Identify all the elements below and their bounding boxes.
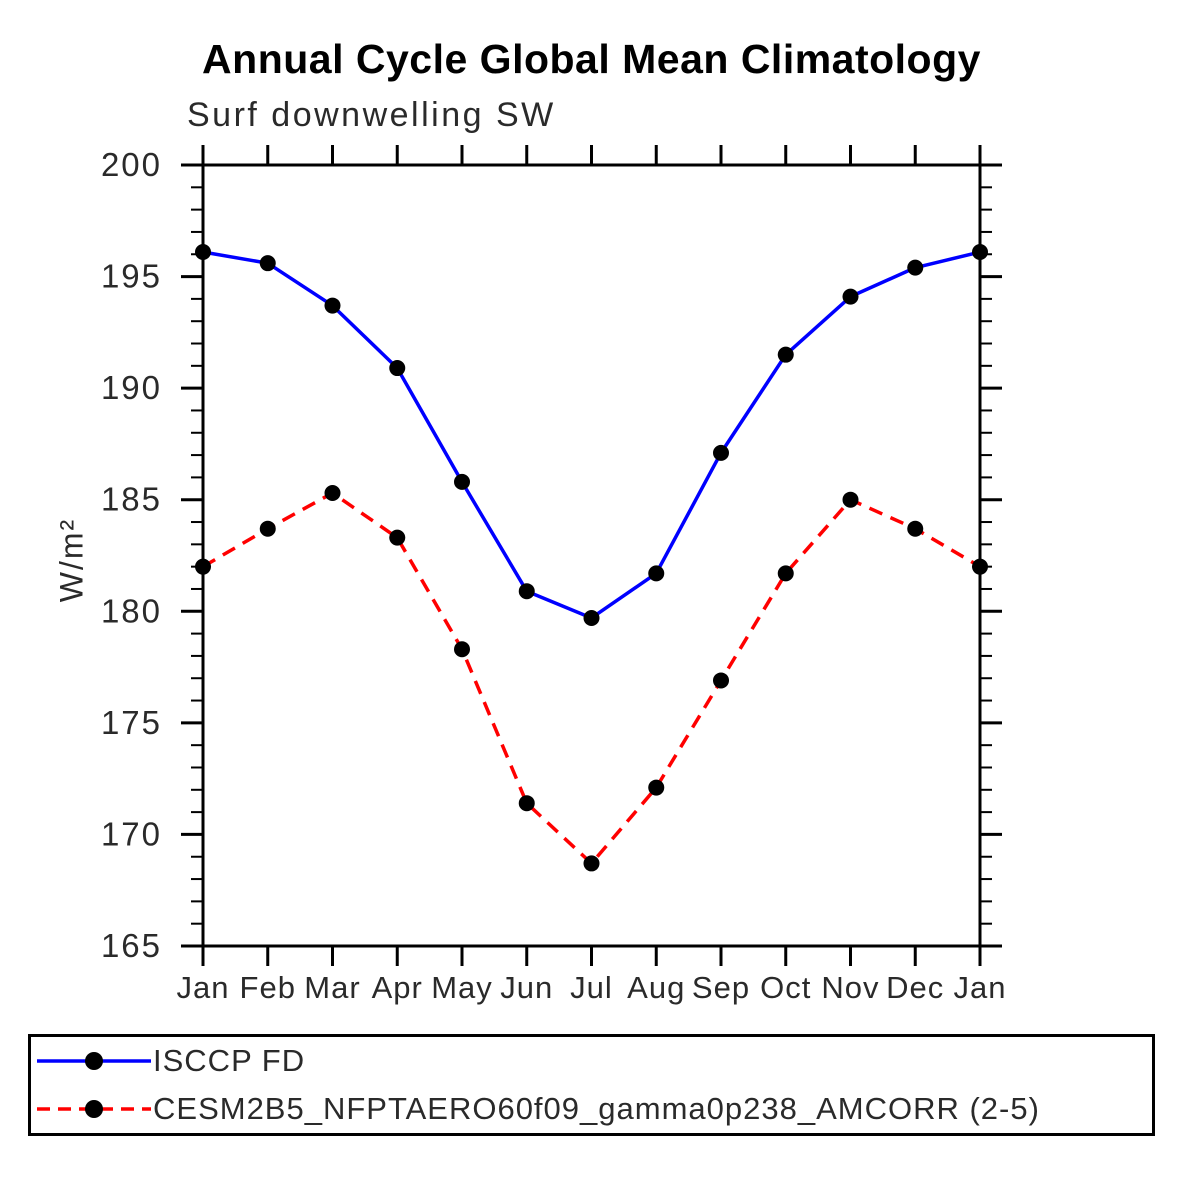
data-point-marker — [972, 558, 988, 575]
data-point-marker — [259, 255, 276, 272]
y-tick-label: 175 — [101, 704, 162, 741]
y-tick-label: 190 — [101, 369, 162, 406]
y-tick-label: 170 — [101, 815, 162, 852]
x-tick-label: Dec — [886, 970, 944, 1005]
data-point-marker — [454, 473, 470, 490]
x-tick-label: Sep — [692, 970, 750, 1005]
data-point-marker — [259, 520, 276, 537]
legend-item: ISCCP FD — [31, 1038, 1152, 1084]
y-tick-label: 195 — [101, 258, 162, 295]
data-point-marker — [907, 259, 924, 276]
data-point-marker — [777, 565, 794, 582]
data-point-marker — [842, 288, 859, 305]
x-tick-label: Oct — [760, 970, 811, 1005]
legend-label: CESM2B5_NFPTAERO60f09_gamma0p238_AMCORR … — [153, 1090, 1040, 1126]
series-line — [202, 491, 981, 866]
data-point-marker — [907, 520, 924, 537]
data-point-marker — [777, 346, 794, 363]
y-tick-label: 200 — [101, 146, 162, 183]
legend: ISCCP FD CESM2B5_NFPTAERO60f09_gamma0p238… — [28, 1034, 1155, 1136]
x-tick-label: Apr — [372, 970, 423, 1005]
data-point-marker — [713, 444, 729, 461]
x-tick-label: Feb — [240, 970, 296, 1005]
data-point-marker — [583, 855, 600, 872]
x-tick-label: Mar — [304, 970, 360, 1005]
data-point-marker — [518, 583, 535, 600]
series-line — [202, 250, 981, 620]
legend-marker-dot — [85, 1052, 103, 1071]
axis-frame — [201, 163, 982, 948]
data-point-marker — [583, 609, 600, 626]
x-tick-label: Jul — [570, 970, 613, 1005]
x-tick-label: Jun — [500, 970, 553, 1005]
data-point-marker — [648, 779, 665, 796]
data-point-marker — [648, 565, 665, 582]
x-tick-label: Jan — [954, 970, 1007, 1005]
legend-label: ISCCP FD — [153, 1043, 306, 1079]
data-point-marker — [454, 641, 470, 658]
chart-subtitle: Surf downwelling SW — [187, 96, 556, 134]
data-point-marker — [713, 672, 729, 689]
x-tick-label: Nov — [821, 970, 879, 1005]
data-point-marker — [324, 297, 341, 314]
y-tick-label: 165 — [101, 927, 162, 964]
data-point-marker — [324, 485, 341, 502]
x-tick-label: May — [431, 970, 493, 1005]
legend-item: CESM2B5_NFPTAERO60f09_gamma0p238_AMCORR … — [31, 1086, 1152, 1132]
legend-marker-dot — [85, 1099, 103, 1118]
data-point-marker — [195, 244, 211, 261]
data-point-marker — [389, 529, 406, 546]
y-tick-label: 180 — [101, 592, 162, 629]
chart-title: Annual Cycle Global Mean Climatology — [202, 36, 981, 82]
solid-line-sample — [37, 1052, 151, 1071]
data-point-marker — [842, 491, 859, 508]
dashed-line-sample — [37, 1099, 151, 1118]
x-tick-label: Aug — [627, 970, 685, 1005]
y-tick-label: 185 — [101, 481, 162, 518]
data-point-marker — [518, 795, 535, 812]
x-tick-label: Jan — [177, 970, 230, 1005]
data-point-marker — [389, 360, 406, 377]
data-point-marker — [972, 244, 988, 261]
data-point-marker — [195, 558, 211, 575]
